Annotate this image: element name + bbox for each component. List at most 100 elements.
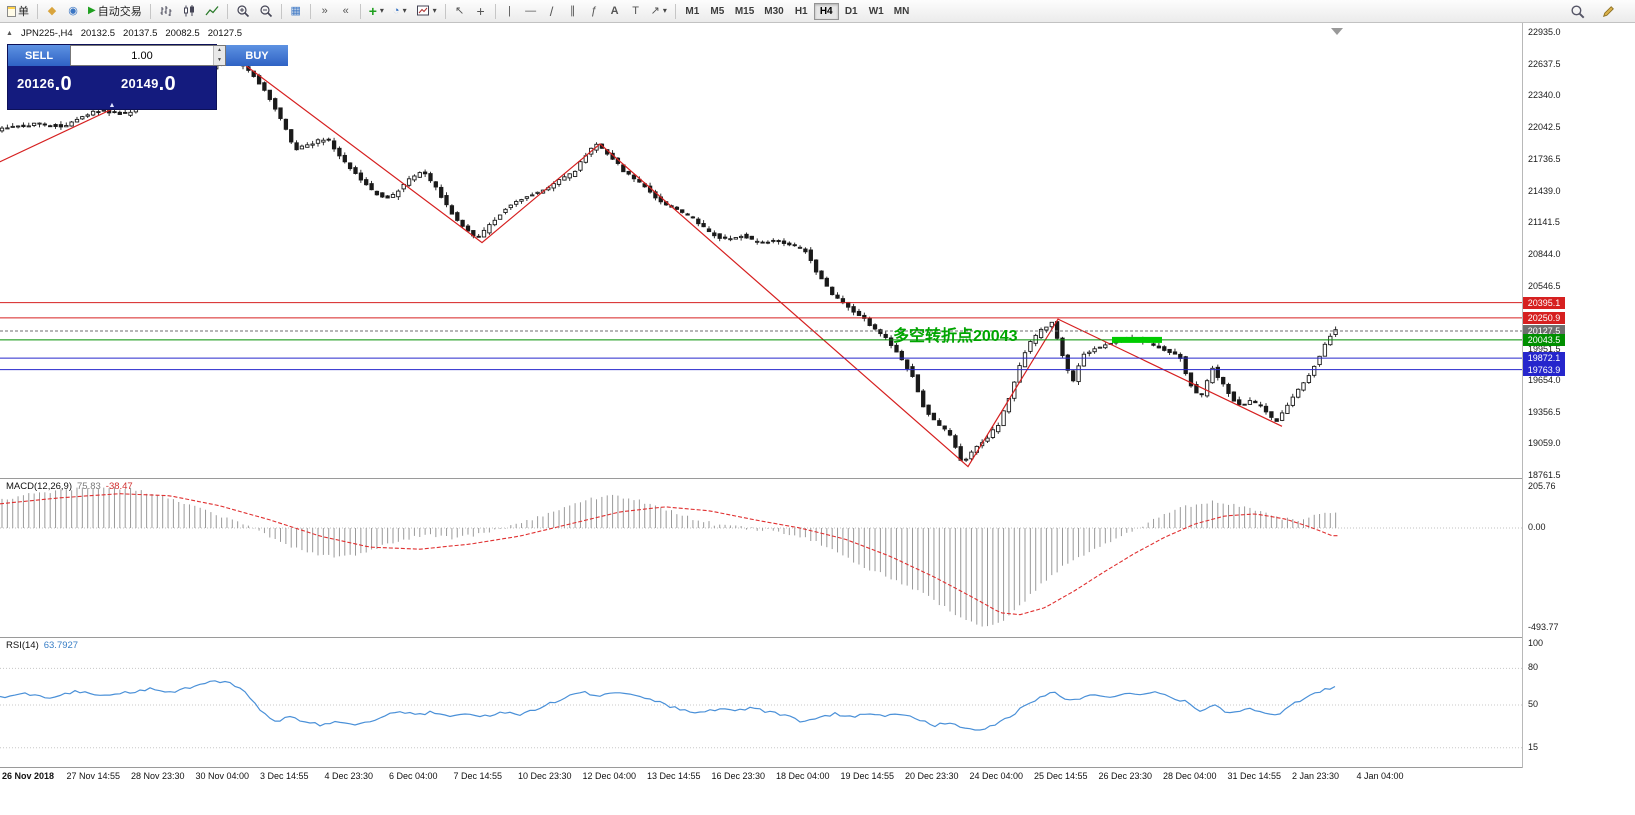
- lot-increase-button[interactable]: ▲: [214, 46, 225, 56]
- panel-separator[interactable]: [0, 637, 1635, 638]
- tile-windows-button[interactable]: ▦: [286, 2, 306, 21]
- rsi-scale-tick: 100: [1528, 638, 1544, 648]
- toolbar-separator: [280, 3, 282, 19]
- timeframe-m15[interactable]: M15: [734, 5, 755, 17]
- new-order-button[interactable]: 单: [3, 2, 33, 21]
- symbol-period-label: JPN225-,H4: [20, 28, 73, 39]
- price-scale-tick: 22637.5: [1528, 58, 1561, 69]
- timeframe-mn[interactable]: MN: [893, 5, 910, 17]
- zoom-in-button[interactable]: [232, 2, 254, 21]
- timeframe-m5[interactable]: M5: [710, 5, 725, 17]
- time-axis-label: 6 Dec 04:00: [389, 771, 438, 781]
- price-chart-panel[interactable]: ▲ JPN225-,H4 20132.5 20137.5 20082.5 201…: [0, 23, 1522, 478]
- timeframe-m30[interactable]: M30: [764, 5, 784, 17]
- fibonacci-button[interactable]: ƒ: [584, 2, 604, 21]
- crosshair-button[interactable]: +: [471, 2, 491, 21]
- chevron-down-icon: ▾: [662, 6, 667, 15]
- time-axis-label: 26 Nov 2018: [2, 771, 55, 781]
- buy-price-big: .0: [158, 72, 176, 95]
- price-scale-tick: 22935.0: [1528, 27, 1561, 37]
- autotrading-button[interactable]: ▶ 自动交易: [84, 2, 146, 21]
- rsi-value: 63.7927: [43, 640, 79, 651]
- line-chart-icon: [205, 6, 219, 16]
- chevron-down-icon: ▾: [379, 6, 384, 15]
- chart-bars-button[interactable]: [155, 2, 177, 21]
- collapse-panel-icon[interactable]: ▲: [108, 102, 116, 109]
- time-axis-label: 2 Jan 23:30: [1292, 771, 1340, 781]
- macd-name: MACD(12,26,9): [6, 481, 72, 492]
- zoom-out-button[interactable]: [255, 2, 277, 21]
- timeframe-w1[interactable]: W1: [868, 5, 884, 17]
- candlestick-chart-icon: [183, 5, 194, 17]
- rsi-canvas[interactable]: [0, 638, 1522, 767]
- price-scale-tick: 22042.5: [1528, 121, 1561, 132]
- time-axis[interactable]: 26 Nov 2018 27 Nov 14:55 28 Nov 23:30 30 No…: [0, 768, 1635, 786]
- one-click-trading-panel: SELL ▲ ▼ BUY 20126.0 20149.0 ▲: [8, 45, 288, 109]
- label-tool-icon: T: [632, 4, 639, 17]
- vertical-line-button[interactable]: |: [500, 2, 520, 21]
- navigator-icon: ◉: [68, 4, 78, 17]
- high-value: 20137.5: [123, 28, 158, 39]
- buy-button[interactable]: BUY: [226, 45, 288, 66]
- chevron-down-icon: ▾: [402, 6, 407, 15]
- sell-price-big: .0: [54, 72, 72, 95]
- macd-label: MACD(12,26,9) 75.83 -38.47: [6, 481, 133, 492]
- price-chart-canvas[interactable]: [0, 23, 1522, 478]
- periods-dropdown-button[interactable]: ◔ ▾: [389, 2, 411, 21]
- fibonacci-icon: ƒ: [590, 4, 597, 17]
- time-axis-label: 19 Dec 14:55: [840, 771, 895, 781]
- macd-canvas[interactable]: [0, 479, 1522, 637]
- auto-scroll-button[interactable]: »: [315, 2, 335, 21]
- price-scale-tick: 19951.5: [1528, 343, 1561, 354]
- cursor-button[interactable]: ↖: [450, 2, 470, 21]
- market-watch-icon: ◆: [47, 4, 57, 17]
- sell-button[interactable]: SELL: [8, 45, 70, 66]
- autotrading-play-icon: ▶: [88, 5, 96, 16]
- templates-dropdown-button[interactable]: ▾: [412, 2, 441, 21]
- toolbar-separator: [149, 3, 151, 19]
- rsi-name: RSI(14): [6, 640, 39, 651]
- time-axis-label: 28 Dec 04:00: [1163, 771, 1217, 781]
- horizontal-line-button[interactable]: —: [521, 2, 541, 21]
- indicators-button[interactable]: + ▾: [365, 2, 388, 21]
- shapes-dropdown-button[interactable]: ↗ ▾: [647, 2, 671, 21]
- draw-button[interactable]: [1597, 2, 1620, 21]
- panel-separator[interactable]: [0, 478, 1635, 479]
- lot-decrease-button[interactable]: ▼: [214, 55, 225, 65]
- open-value: 20132.5: [80, 28, 116, 39]
- channel-button[interactable]: ∥: [563, 2, 583, 21]
- trendline-icon: /: [549, 3, 554, 19]
- label-tool-button[interactable]: T: [626, 2, 646, 21]
- trendline-button[interactable]: /: [542, 2, 562, 21]
- auto-scroll-icon: »: [321, 4, 328, 17]
- time-axis-label: 10 Dec 23:30: [518, 771, 572, 781]
- new-order-icon: [7, 5, 16, 17]
- autotrading-label: 自动交易: [97, 6, 142, 18]
- chart-shift-button[interactable]: «: [336, 2, 356, 21]
- text-tool-icon: A: [610, 4, 619, 17]
- price-line-label: 20250.9: [1523, 311, 1565, 324]
- rsi-scale-tick: 50: [1528, 699, 1539, 709]
- search-button[interactable]: [1566, 2, 1589, 21]
- chart-candles-button[interactable]: [178, 2, 200, 21]
- price-scale[interactable]: 22935.0 22637.5 22340.0 22042.5 21736.5 21439…: [1522, 23, 1635, 768]
- rsi-panel[interactable]: RSI(14) 63.7927: [0, 638, 1522, 767]
- chart-shift-icon: «: [342, 4, 349, 17]
- navigator-button[interactable]: ◉: [63, 2, 83, 21]
- text-tool-button[interactable]: A: [605, 2, 625, 21]
- price-scale-tick: 19654.0: [1528, 375, 1561, 386]
- time-axis-label: 20 Dec 23:30: [905, 771, 959, 781]
- timeframe-h4[interactable]: H4: [813, 2, 839, 20]
- price-line-label: 19763.9: [1523, 363, 1565, 376]
- timeframe-h1[interactable]: H1: [794, 5, 808, 17]
- lot-size-input[interactable]: [71, 46, 213, 65]
- timeframe-m1[interactable]: M1: [685, 5, 700, 17]
- timeframe-d1[interactable]: D1: [844, 5, 858, 17]
- time-axis-label: 24 Dec 04:00: [969, 771, 1024, 781]
- low-value: 20082.5: [165, 28, 200, 39]
- macd-panel[interactable]: MACD(12,26,9) 75.83 -38.47: [0, 479, 1522, 637]
- market-watch-button[interactable]: ◆: [42, 2, 62, 21]
- price-line-label: 19872.1: [1523, 352, 1565, 365]
- chart-line-button[interactable]: [201, 2, 223, 21]
